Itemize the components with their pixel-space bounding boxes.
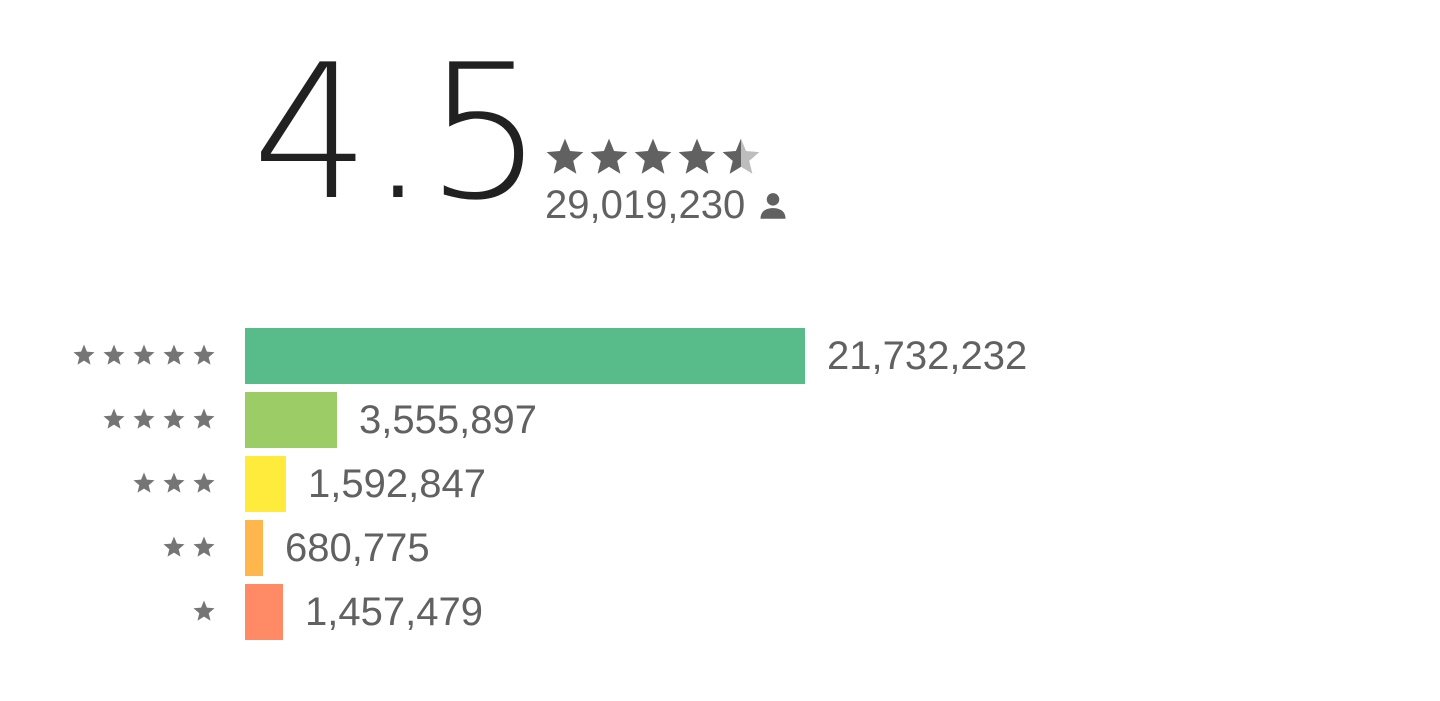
star-icon <box>162 407 186 433</box>
star-full-icon <box>588 136 630 182</box>
histogram-bar <box>245 584 283 640</box>
histogram-count-label: 1,457,479 <box>305 590 483 634</box>
star-icon <box>192 471 216 497</box>
star-icon <box>72 343 96 369</box>
row-star-rating <box>132 471 216 497</box>
histogram-count-label: 680,775 <box>285 526 430 570</box>
row-star-rating <box>162 535 216 561</box>
star-icon <box>132 343 156 369</box>
average-rating-score: 4.5 <box>252 24 544 241</box>
average-rating-stars <box>544 136 770 182</box>
star-icon <box>192 407 216 433</box>
star-full-icon <box>632 136 674 182</box>
star-icon <box>192 599 216 625</box>
star-icon <box>162 535 186 561</box>
person-icon <box>757 190 789 220</box>
row-star-rating <box>102 407 216 433</box>
histogram-row-2-star: 680,775 <box>0 520 1440 576</box>
row-star-rating <box>192 599 216 625</box>
total-reviews-count: 29,019,230 <box>545 183 746 227</box>
histogram-count-label: 3,555,897 <box>359 398 537 442</box>
histogram-count-label: 21,732,232 <box>827 334 1028 378</box>
row-star-rating <box>72 343 216 369</box>
star-icon <box>162 471 186 497</box>
histogram-bar <box>245 392 337 448</box>
histogram-row-1-star: 1,457,479 <box>0 584 1440 640</box>
star-icon <box>132 471 156 497</box>
star-icon <box>102 407 126 433</box>
star-full-icon <box>544 136 586 182</box>
star-full-icon <box>676 136 718 182</box>
histogram-bar <box>245 328 805 384</box>
star-icon <box>102 343 126 369</box>
total-reviews: 29,019,230 <box>545 183 789 227</box>
histogram-count-label: 1,592,847 <box>308 462 486 506</box>
star-icon <box>162 343 186 369</box>
star-icon <box>192 535 216 561</box>
star-half-icon <box>720 136 762 182</box>
star-icon <box>132 407 156 433</box>
histogram-bar <box>245 456 286 512</box>
star-icon <box>192 343 216 369</box>
histogram-row-5-star: 21,732,232 <box>0 328 1440 384</box>
histogram-row-4-star: 3,555,897 <box>0 392 1440 448</box>
histogram-bar <box>245 520 263 576</box>
histogram-row-3-star: 1,592,847 <box>0 456 1440 512</box>
